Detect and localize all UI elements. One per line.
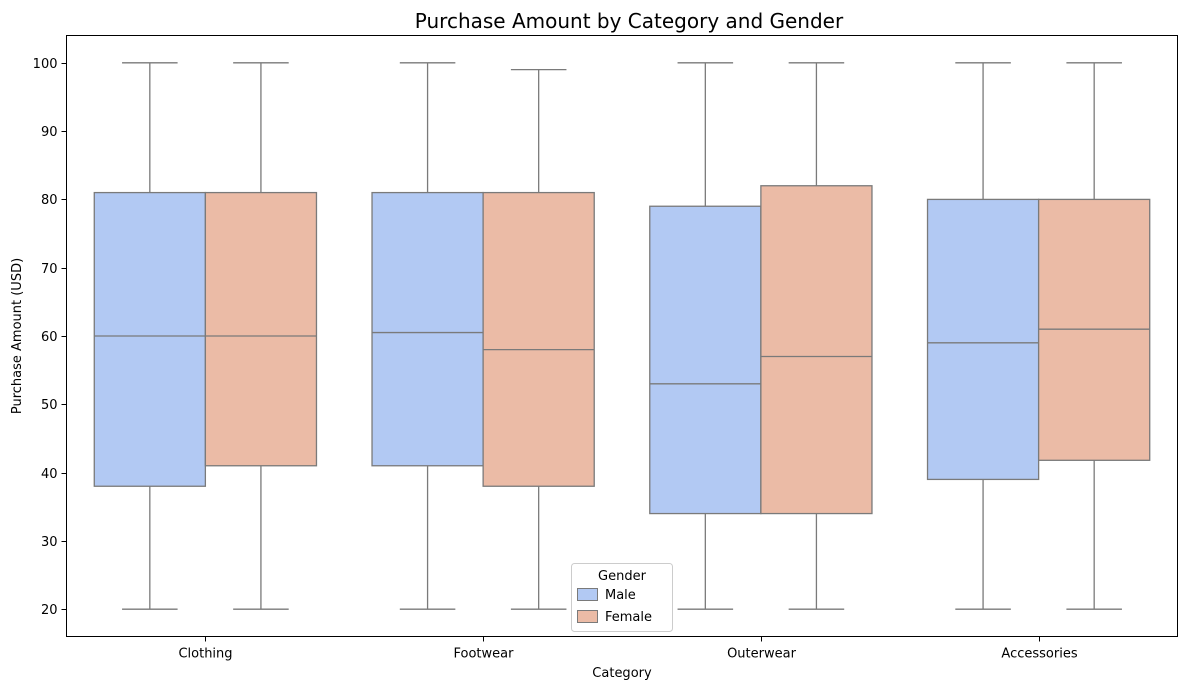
x-tick-label: Outerwear	[727, 647, 797, 662]
legend-title: Gender	[598, 569, 647, 584]
legend-label-male: Male	[605, 588, 636, 603]
legend: Gender Male Female	[571, 563, 673, 632]
box-female-accessories	[1037, 62, 1151, 610]
x-tick-label: Accessories	[1001, 647, 1077, 662]
iqr-box	[371, 191, 484, 467]
y-axis: 20 30 40 50 60 70 80 90 100	[33, 57, 67, 618]
x-tick-label: Footwear	[454, 647, 515, 662]
legend-swatch-female	[577, 610, 598, 623]
iqr-box	[93, 191, 207, 487]
box-series	[93, 62, 1151, 610]
y-tick-label: 60	[41, 330, 58, 345]
y-tick-label: 40	[41, 467, 58, 482]
box-male-accessories	[926, 62, 1040, 610]
box-male-footwear	[371, 62, 484, 610]
x-tick-label: Clothing	[178, 647, 232, 662]
iqr-box	[926, 198, 1040, 481]
iqr-box	[482, 191, 595, 487]
legend-label-female: Female	[605, 610, 652, 625]
box-male-clothing	[93, 62, 207, 610]
legend-swatch-male	[577, 588, 598, 601]
x-axis-label: Category	[592, 666, 652, 681]
box-female-clothing	[204, 62, 318, 610]
y-axis-label: Purchase Amount (USD)	[10, 258, 25, 414]
box-male-outerwear	[649, 62, 762, 610]
y-tick-label: 20	[41, 603, 58, 618]
iqr-box	[1037, 198, 1151, 461]
box-female-footwear	[482, 68, 595, 610]
box-female-outerwear	[760, 62, 873, 610]
y-tick-label: 30	[41, 535, 58, 550]
chart-title: Purchase Amount by Category and Gender	[415, 9, 844, 33]
y-tick-label: 90	[41, 125, 58, 140]
iqr-box	[649, 205, 762, 515]
x-axis: Clothing Footwear Outerwear Accessories	[178, 636, 1078, 662]
y-tick-label: 70	[41, 262, 58, 277]
iqr-box	[204, 191, 318, 467]
y-tick-label: 80	[41, 193, 58, 208]
iqr-box	[760, 185, 873, 515]
y-tick-label: 100	[33, 57, 58, 72]
y-tick-label: 50	[41, 398, 58, 413]
